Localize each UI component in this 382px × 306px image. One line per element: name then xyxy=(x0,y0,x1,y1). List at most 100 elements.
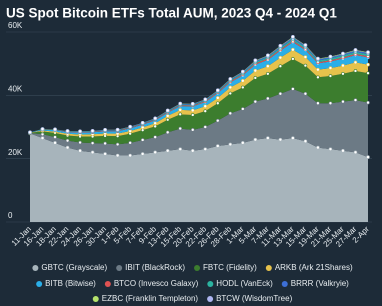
point xyxy=(228,142,233,147)
point xyxy=(328,74,333,78)
point xyxy=(40,127,45,131)
point xyxy=(366,50,370,54)
point xyxy=(303,43,308,47)
point xyxy=(341,63,345,68)
point xyxy=(128,124,132,129)
legend-item: IBIT (BlackRock) xyxy=(116,263,185,272)
point xyxy=(53,141,57,145)
point xyxy=(291,34,295,39)
point xyxy=(291,47,295,52)
point xyxy=(78,140,82,145)
legend-label: BITB (Bitwise) xyxy=(45,279,96,288)
point xyxy=(140,128,145,132)
point xyxy=(165,108,170,113)
point xyxy=(28,130,32,135)
point xyxy=(165,130,170,135)
point xyxy=(178,147,183,151)
point xyxy=(303,91,308,96)
point xyxy=(241,141,245,145)
point xyxy=(190,148,195,153)
legend-label: ARKB (Ark 21Shares) xyxy=(275,263,353,272)
point xyxy=(153,116,157,121)
y-tick-label: 0 xyxy=(8,211,13,220)
point xyxy=(291,136,295,140)
point xyxy=(115,153,120,158)
area xyxy=(30,89,368,158)
series-markers xyxy=(28,34,370,135)
legend-item: BITB (Bitwise) xyxy=(36,279,96,288)
legend-label: GBTC (Grayscale) xyxy=(41,263,107,272)
point xyxy=(353,150,358,155)
legend-marker xyxy=(116,265,123,271)
point xyxy=(328,54,333,59)
point xyxy=(140,138,145,142)
point xyxy=(153,150,157,155)
point xyxy=(165,148,170,153)
area xyxy=(30,133,368,222)
legend-item: ARKB (Ark 21Shares) xyxy=(265,263,353,272)
point xyxy=(203,97,208,102)
point xyxy=(78,148,82,153)
point xyxy=(153,135,157,139)
chart-title: US Spot Bitcoin ETFs Total AUM, 2023 Q4 … xyxy=(6,6,337,21)
point xyxy=(253,58,258,63)
legend-label: IBIT (BlackRock) xyxy=(125,263,185,272)
point xyxy=(215,101,220,106)
point xyxy=(115,142,120,147)
point xyxy=(366,62,370,67)
point xyxy=(241,78,245,83)
legend-item: FBTC (Fidelity) xyxy=(194,263,257,272)
point xyxy=(266,136,270,140)
point xyxy=(266,64,270,68)
legend-label: BRRR (Valkryie) xyxy=(291,279,349,288)
point xyxy=(278,43,283,48)
legend-label: EZBC (Franklin Templeton) xyxy=(102,294,199,303)
point xyxy=(253,68,258,73)
legend-label: BTCO (Invesco Galaxy) xyxy=(114,279,199,288)
point xyxy=(178,101,183,106)
legend-label: BTCW (WisdomTree) xyxy=(216,294,292,303)
point xyxy=(328,147,333,151)
point xyxy=(53,127,57,132)
point xyxy=(266,53,270,58)
point xyxy=(165,114,170,118)
point xyxy=(291,87,295,91)
point xyxy=(203,109,208,113)
point xyxy=(53,135,57,139)
point xyxy=(341,51,345,56)
point xyxy=(215,96,220,100)
y-tick-label: 40K xyxy=(8,84,23,93)
point xyxy=(190,113,195,117)
point xyxy=(190,128,195,132)
series-markers xyxy=(28,87,370,147)
point xyxy=(65,129,70,133)
point xyxy=(115,127,120,132)
point xyxy=(341,148,345,153)
point xyxy=(40,136,45,140)
point xyxy=(341,72,345,76)
point xyxy=(128,153,132,158)
legend-marker xyxy=(281,281,288,287)
point xyxy=(203,125,208,129)
legend-item: GBTC (Grayscale) xyxy=(32,263,107,272)
legend-marker xyxy=(104,281,111,287)
legend-label: HODL (VanEck) xyxy=(216,279,273,288)
legend-marker xyxy=(207,296,214,302)
point xyxy=(228,111,233,116)
legend-marker xyxy=(32,265,39,271)
legend-marker xyxy=(92,296,99,302)
point xyxy=(78,129,82,134)
point xyxy=(215,144,220,148)
point xyxy=(241,107,245,111)
legend-marker xyxy=(207,281,214,287)
point xyxy=(241,85,245,90)
point xyxy=(190,108,195,113)
point xyxy=(316,145,320,150)
point xyxy=(215,118,220,123)
y-tick-label: 60K xyxy=(8,21,23,30)
legend-marker xyxy=(194,265,201,271)
point xyxy=(65,138,70,143)
point xyxy=(303,139,308,144)
point xyxy=(266,72,270,76)
